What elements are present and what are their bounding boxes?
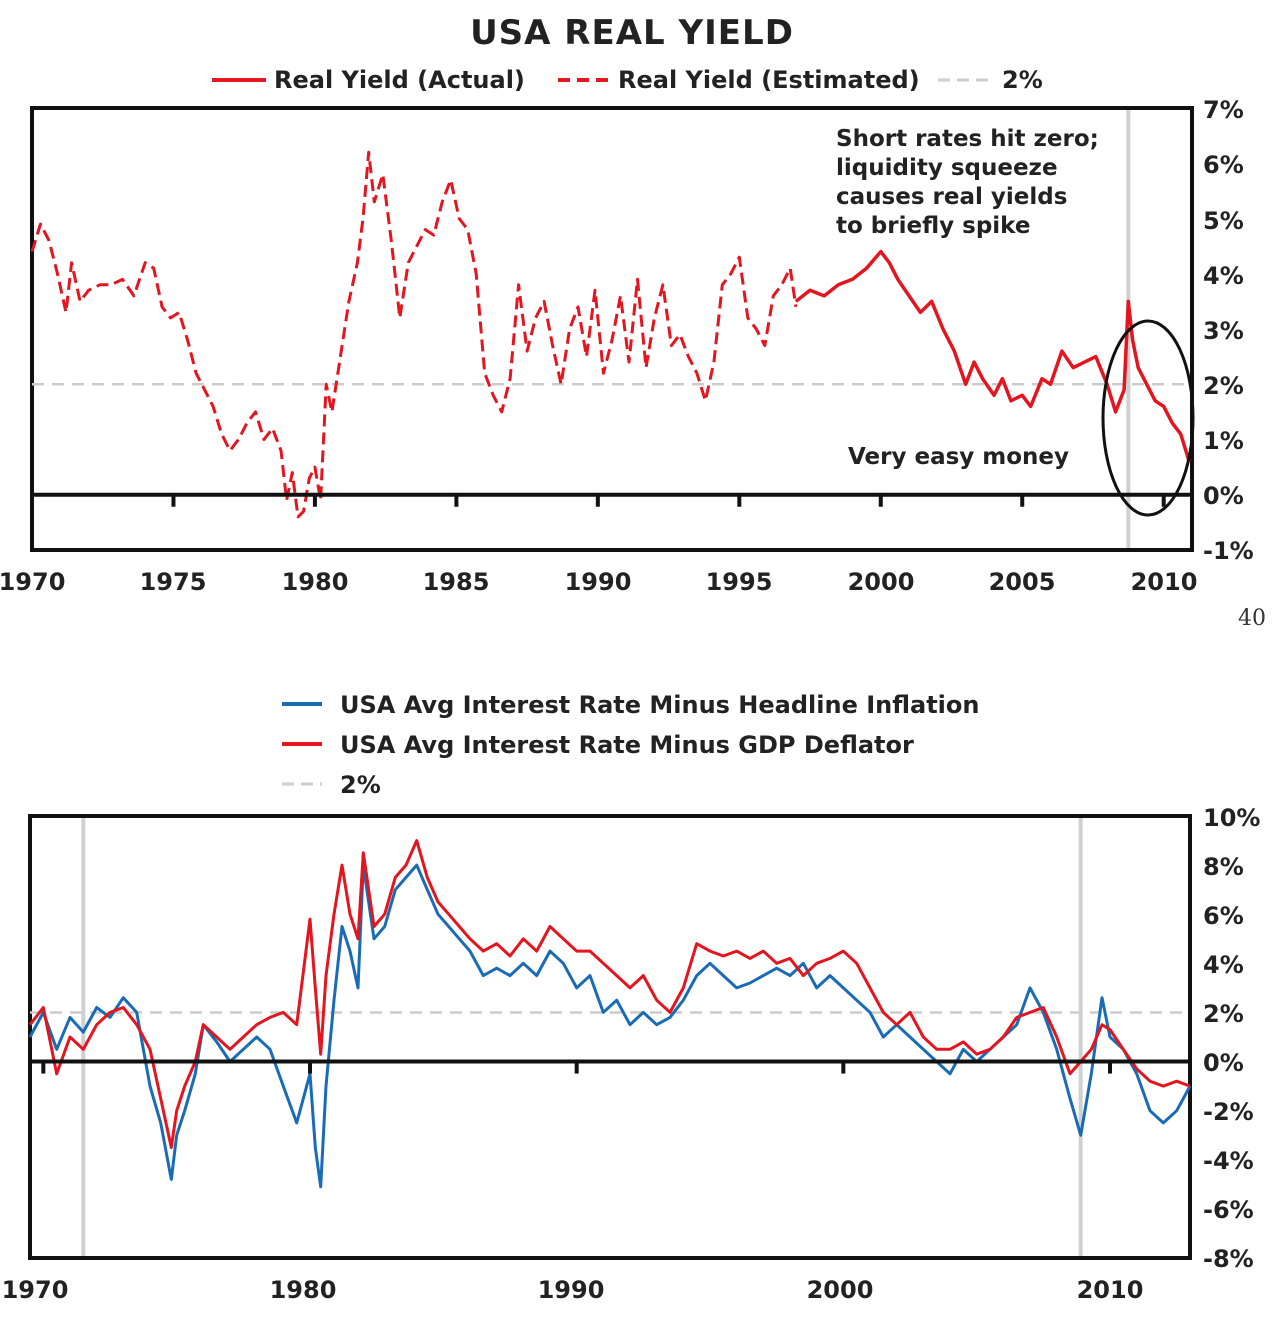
top-y-tick-label: 7% [1203, 96, 1244, 124]
bottom-x-tick-label: 1970 [2, 1276, 69, 1304]
bottom-y-tick-label: 6% [1203, 902, 1244, 930]
top-x-tick-label: 1990 [565, 568, 632, 596]
legend-label-estimated: Real Yield (Estimated) [618, 66, 920, 94]
top-x-tick-label: 1970 [0, 568, 65, 596]
bottom-y-tick-label: 0% [1203, 1049, 1244, 1077]
series-real-yield-estimated [30, 150, 798, 519]
series-gdp-deflator [28, 839, 1191, 1149]
top-y-tick-label: 3% [1203, 317, 1244, 345]
top-x-axis-labels: 1970 1975 1980 1985 1990 1995 2000 2005 … [0, 568, 1197, 596]
bottom-x-axis-labels: 1970 1980 1990 2000 2010 [2, 1276, 1144, 1304]
top-x-tick-label: 1975 [140, 568, 207, 596]
legend-label-actual: Real Yield (Actual) [274, 66, 525, 94]
bottom-y-tick-label: 8% [1203, 853, 1244, 881]
top-x-tick-label: 2005 [989, 568, 1056, 596]
annotation-line: causes real yields [836, 184, 1067, 210]
top-x-tick-label: 2010 [1131, 568, 1198, 596]
top-y-tick-label: 0% [1203, 482, 1244, 510]
bottom-y-tick-label: 4% [1203, 951, 1244, 979]
top-y-tick-label: 4% [1203, 262, 1244, 290]
top-x-tick-label: 1985 [423, 568, 490, 596]
page-number: 40 [1238, 606, 1266, 631]
annotation-easy-money: Very easy money [848, 444, 1069, 470]
bottom-x-tick-label: 1980 [270, 1276, 337, 1304]
bottom-x-tick-label: 2000 [807, 1276, 874, 1304]
top-x-tick-label: 1980 [282, 568, 349, 596]
top-plot-frame [30, 106, 1194, 552]
annotation-line: liquidity squeeze [836, 155, 1058, 181]
top-legend: Real Yield (Actual) Real Yield (Estimate… [212, 66, 1043, 94]
series-real-yield-actual [794, 249, 1191, 463]
legend-label-headline: USA Avg Interest Rate Minus Headline Inf… [340, 691, 979, 719]
bottom-y-tick-label: 10% [1203, 804, 1260, 832]
legend-label-2pct: 2% [1002, 66, 1043, 94]
bottom-y-tick-label: -4% [1203, 1147, 1254, 1175]
bottom-x-tick-marks [41, 1061, 1112, 1074]
top-y-tick-label: 6% [1203, 151, 1244, 179]
bottom-legend: USA Avg Interest Rate Minus Headline Inf… [282, 691, 979, 799]
top-y-tick-label: 1% [1203, 427, 1244, 455]
top-chart-title: USA REAL YIELD [470, 13, 794, 53]
bottom-x-tick-label: 1990 [538, 1276, 605, 1304]
bottom-y-axis-labels: 10% 8% 6% 4% 2% 0% -2% -4% -6% -8% [1203, 804, 1260, 1273]
top-y-tick-label: -1% [1203, 537, 1254, 565]
bottom-chart: USA Avg Interest Rate Minus Headline Inf… [2, 691, 1261, 1304]
top-x-tick-label: 1995 [706, 568, 773, 596]
annotation-ellipse [1101, 319, 1195, 517]
annotation-line: to briefly spike [836, 213, 1030, 239]
legend-label-gdp: USA Avg Interest Rate Minus GDP Deflator [340, 731, 914, 759]
top-chart: USA REAL YIELD Real Yield (Actual) Real … [0, 13, 1254, 596]
bottom-plot-frame [28, 814, 1192, 1260]
top-y-tick-label: 5% [1203, 207, 1244, 235]
top-x-tick-label: 2000 [848, 568, 915, 596]
legend-label-2pct-bottom: 2% [340, 771, 381, 799]
bottom-y-tick-label: -8% [1203, 1245, 1254, 1273]
bottom-y-tick-label: 2% [1203, 1000, 1244, 1028]
top-x-tick-marks [30, 494, 1166, 507]
bottom-y-tick-label: -6% [1203, 1196, 1254, 1224]
bottom-y-tick-label: -2% [1203, 1098, 1254, 1126]
top-y-tick-label: 2% [1203, 372, 1244, 400]
top-y-axis-labels: 7% 6% 5% 4% 3% 2% 1% 0% -1% [1203, 96, 1254, 565]
bottom-x-tick-label: 2010 [1077, 1276, 1144, 1304]
top-annotation-spike: Short rates hit zero; liquidity squeeze … [836, 126, 1099, 239]
annotation-line: Short rates hit zero; [836, 126, 1099, 152]
